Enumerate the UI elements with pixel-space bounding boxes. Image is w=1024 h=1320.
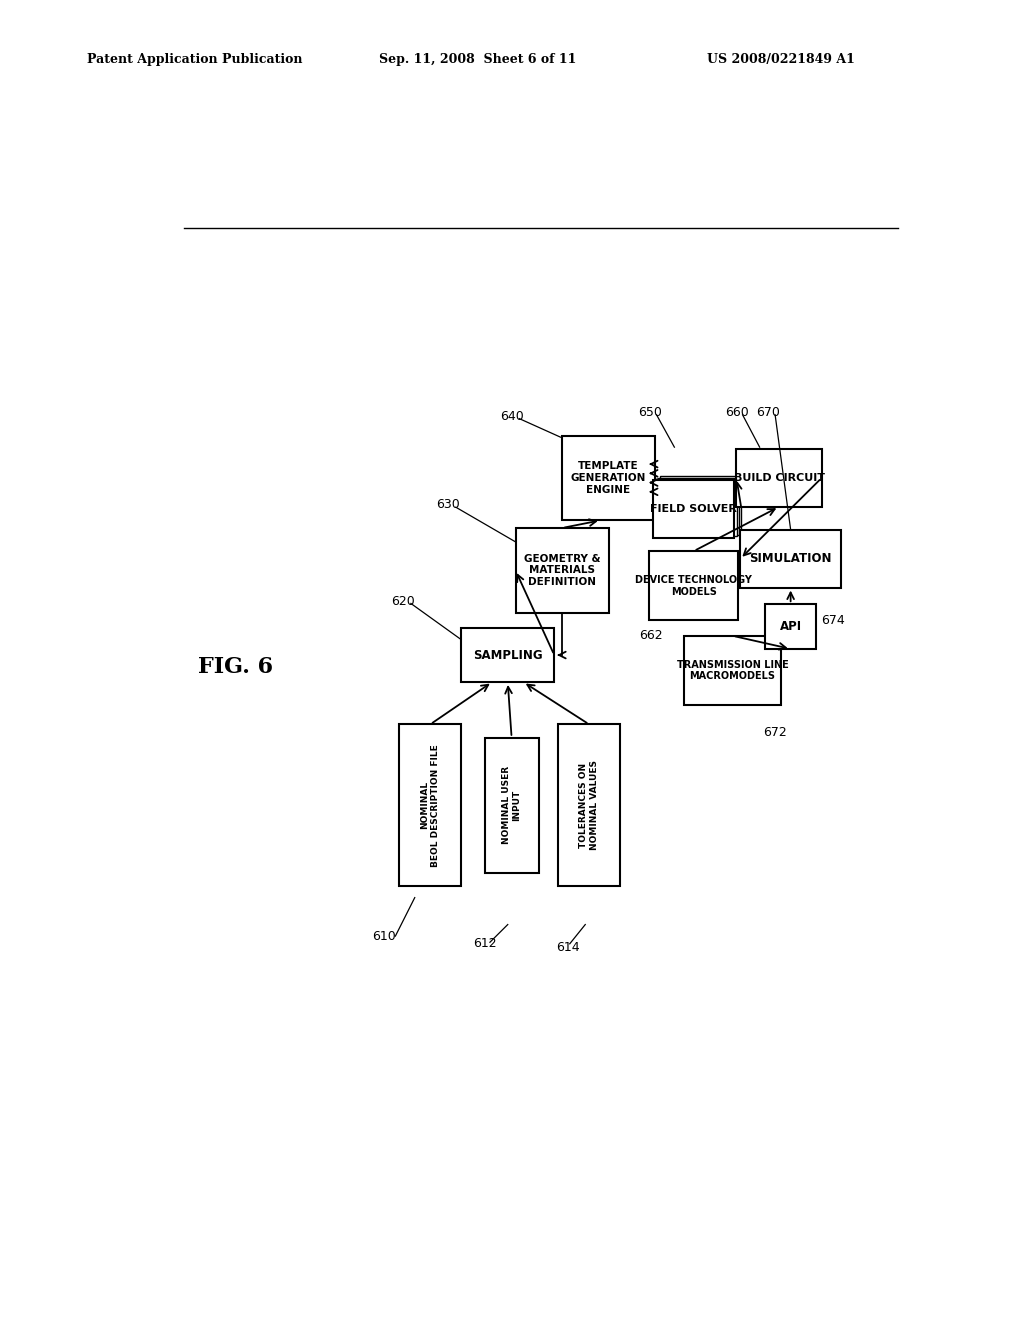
Text: 614: 614 (556, 941, 580, 954)
Bar (461, 628, 554, 682)
Text: 640: 640 (500, 409, 523, 422)
Text: NOMINAL
BEOL DESCRIPTION FILE: NOMINAL BEOL DESCRIPTION FILE (421, 744, 440, 866)
Text: BUILD CIRCUIT: BUILD CIRCUIT (733, 473, 824, 483)
Bar (765, 605, 816, 649)
Text: SIMULATION: SIMULATION (750, 552, 831, 565)
Text: TEMPLATE
GENERATION
ENGINE: TEMPLATE GENERATION ENGINE (570, 462, 646, 495)
Text: TOLERANCES ON
NOMINAL VALUES: TOLERANCES ON NOMINAL VALUES (580, 760, 599, 850)
Text: DEVICE TECHNOLOGY
MODELS: DEVICE TECHNOLOGY MODELS (635, 576, 753, 597)
Bar (657, 478, 739, 536)
Text: Sep. 11, 2008  Sheet 6 of 11: Sep. 11, 2008 Sheet 6 of 11 (379, 53, 577, 66)
Text: TRANSMISSION LINE
MACROMODELS: TRANSMISSION LINE MACROMODELS (677, 660, 788, 681)
Text: GEOMETRY &
MATERIALS
DEFINITION: GEOMETRY & MATERIALS DEFINITION (523, 554, 600, 587)
Bar (399, 725, 461, 886)
Text: US 2008/0221849 A1: US 2008/0221849 A1 (707, 53, 854, 66)
Text: 630: 630 (436, 499, 460, 511)
Text: FIG. 6: FIG. 6 (198, 656, 272, 677)
Text: 620: 620 (391, 594, 416, 607)
Bar (649, 552, 738, 620)
Text: Patent Application Publication: Patent Application Publication (87, 53, 302, 66)
Text: 610: 610 (372, 929, 396, 942)
Text: 650: 650 (638, 407, 662, 418)
Text: 672: 672 (764, 726, 787, 739)
Bar (515, 528, 608, 612)
Text: NOMINAL USER
INPUT: NOMINAL USER INPUT (502, 766, 521, 845)
Bar (660, 477, 741, 535)
Bar (655, 479, 736, 536)
Text: FIELD SOLVER: FIELD SOLVER (650, 504, 737, 513)
Text: 674: 674 (821, 614, 846, 627)
Bar (484, 738, 539, 873)
Text: SAMPLING: SAMPLING (473, 648, 543, 661)
Bar (653, 480, 734, 537)
Bar (562, 436, 655, 520)
Text: API: API (779, 620, 802, 634)
Text: 670: 670 (756, 407, 779, 418)
Bar (684, 636, 781, 705)
Bar (558, 725, 621, 886)
Text: 612: 612 (473, 937, 497, 950)
Text: 662: 662 (640, 630, 664, 643)
Text: 660: 660 (725, 407, 749, 418)
Bar (736, 449, 821, 507)
Bar (740, 529, 841, 587)
